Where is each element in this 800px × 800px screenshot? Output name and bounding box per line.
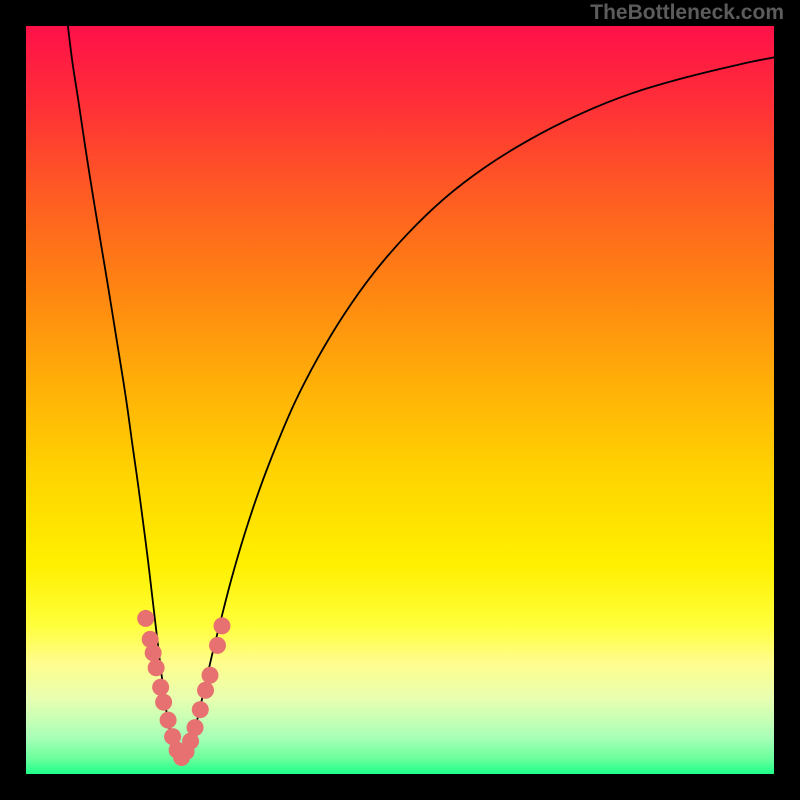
data-marker [155, 694, 172, 711]
data-marker [160, 712, 177, 729]
data-markers [26, 26, 774, 774]
data-marker [197, 682, 214, 699]
data-marker [187, 719, 204, 736]
data-marker [148, 659, 165, 676]
data-marker [213, 617, 230, 634]
watermark-text: TheBottleneck.com [590, 1, 784, 25]
data-marker [209, 637, 226, 654]
chart-frame: TheBottleneck.com [0, 0, 800, 800]
data-marker [137, 610, 154, 627]
data-marker [192, 701, 209, 718]
data-marker [202, 667, 219, 684]
data-marker [145, 644, 162, 661]
data-marker [152, 679, 169, 696]
plot-area [26, 26, 774, 774]
